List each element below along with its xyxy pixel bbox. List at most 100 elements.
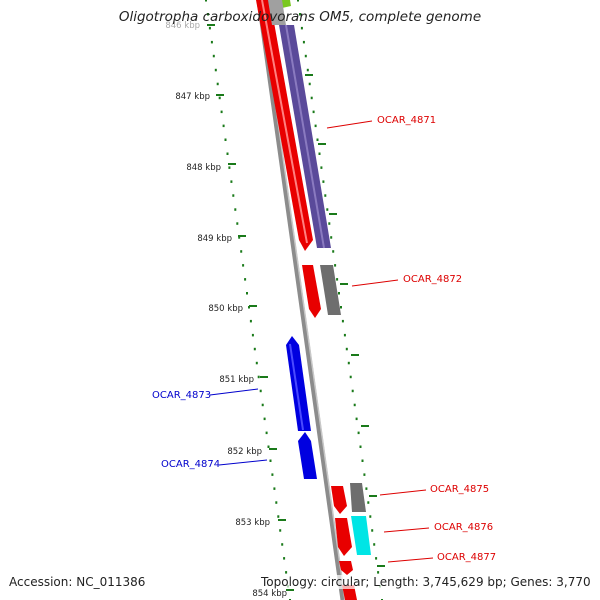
ruler-dot bbox=[281, 543, 284, 546]
ruler-dot bbox=[234, 208, 237, 211]
gene-blue-4874[interactable] bbox=[298, 432, 317, 479]
gene-red-4877[interactable] bbox=[339, 561, 353, 575]
ruler-dot bbox=[228, 166, 231, 169]
ruler-dot bbox=[275, 501, 278, 504]
ruler-label: 849 kbp bbox=[197, 234, 232, 244]
ruler-dot bbox=[340, 306, 342, 309]
ruler-dot bbox=[353, 403, 356, 407]
ruler-dot bbox=[328, 222, 331, 225]
ruler-dot bbox=[343, 333, 346, 337]
callout-line bbox=[209, 388, 259, 396]
ruler-dot bbox=[351, 389, 354, 393]
ruler-dot bbox=[312, 110, 315, 114]
ruler-dot bbox=[338, 292, 340, 295]
callout-line bbox=[326, 120, 373, 129]
ruler-dot bbox=[371, 529, 374, 532]
feature-label-ocar-4873[interactable]: OCAR_4873 bbox=[152, 390, 211, 401]
callout-line bbox=[383, 527, 430, 533]
ruler-dot bbox=[377, 571, 380, 574]
ruler-dot bbox=[367, 501, 370, 504]
accession-text: Accession: NC_011386 bbox=[9, 575, 146, 589]
gene-red-4876[interactable] bbox=[335, 518, 352, 556]
cds-gray-4872[interactable] bbox=[320, 265, 341, 315]
ruler-dot bbox=[347, 361, 350, 365]
ruler-dot bbox=[300, 26, 303, 30]
ruler-dot bbox=[208, 26, 211, 30]
ruler-dot bbox=[306, 68, 309, 72]
feature-label-ocar-4876[interactable]: OCAR_4876 bbox=[434, 522, 493, 533]
ruler-dot bbox=[320, 166, 323, 169]
ruler-dot bbox=[363, 473, 366, 476]
feature-label-ocar-4875[interactable]: OCAR_4875 bbox=[430, 484, 489, 495]
feature-label-ocar-4871[interactable]: OCAR_4871 bbox=[377, 115, 436, 126]
feature-label-ocar-4877[interactable]: OCAR_4877 bbox=[437, 552, 496, 563]
ruler-dot bbox=[248, 306, 250, 309]
ruler-label: 848 kbp bbox=[186, 163, 221, 173]
callout-line bbox=[218, 459, 268, 466]
ruler-dot bbox=[310, 96, 313, 100]
ruler-dot bbox=[265, 431, 268, 435]
cds-cyan-4876[interactable] bbox=[351, 516, 371, 555]
ruler-label: 853 kbp bbox=[235, 518, 270, 528]
gene-red-4872[interactable] bbox=[302, 265, 321, 318]
ruler-dot bbox=[205, 0, 207, 2]
ruler-dot bbox=[263, 417, 266, 421]
ruler-dot bbox=[240, 250, 243, 253]
ruler-dot bbox=[332, 250, 335, 253]
ruler-dot bbox=[257, 375, 260, 379]
ruler-label: 846 kbp bbox=[165, 21, 200, 31]
ruler-dot bbox=[324, 194, 327, 197]
ruler-dot bbox=[297, 0, 299, 2]
feature-label-ocar-4874[interactable]: OCAR_4874 bbox=[161, 459, 220, 470]
ruler-dot bbox=[316, 138, 319, 141]
gene-highlight bbox=[289, 343, 304, 431]
ruler-dot bbox=[216, 82, 219, 86]
ruler-dot bbox=[375, 557, 378, 560]
ruler-dot bbox=[244, 278, 247, 281]
ruler-ticks bbox=[207, 24, 385, 591]
ruler-dot bbox=[269, 459, 272, 462]
ruler-dot bbox=[242, 264, 245, 267]
ruler-dot bbox=[336, 278, 339, 281]
ruler-dot bbox=[277, 515, 280, 518]
ruler-dot bbox=[210, 40, 213, 44]
ruler-dot bbox=[365, 487, 368, 490]
ruler-dot bbox=[369, 515, 372, 518]
ruler-dot bbox=[212, 54, 215, 58]
ruler-dot bbox=[279, 529, 282, 532]
ruler-dot bbox=[236, 222, 239, 225]
ruler-dot bbox=[341, 319, 344, 323]
ruler-dot bbox=[267, 445, 270, 448]
ruler-dot bbox=[251, 333, 254, 337]
ruler-dot bbox=[253, 347, 256, 351]
cds-highlight bbox=[285, 24, 325, 249]
ruler-dot bbox=[302, 40, 305, 44]
ruler-dot bbox=[322, 180, 325, 183]
ruler-dot bbox=[222, 124, 225, 128]
ruler-dot bbox=[308, 82, 311, 86]
ruler-dot bbox=[326, 208, 329, 211]
ruler-label: 850 kbp bbox=[208, 304, 243, 314]
ruler-dot bbox=[218, 96, 221, 100]
genome-backbone bbox=[256, 0, 346, 600]
ruler-dot bbox=[330, 236, 333, 239]
ruler-dot bbox=[283, 557, 286, 560]
topology-text: Topology: circular; Length: 3,745,629 bp… bbox=[261, 575, 591, 589]
feature-label-ocar-4872[interactable]: OCAR_4872 bbox=[403, 274, 462, 285]
cds-purple-top[interactable] bbox=[268, 0, 286, 25]
ruler-dot bbox=[285, 571, 288, 574]
cds-gray-4875[interactable] bbox=[350, 483, 366, 512]
top-green-feature[interactable] bbox=[281, 0, 291, 8]
ruler-label: 847 kbp bbox=[175, 92, 210, 102]
ruler-dot bbox=[230, 180, 233, 183]
ruler-dot bbox=[314, 124, 317, 128]
gene-red-4875[interactable] bbox=[331, 486, 347, 514]
ruler-dot bbox=[361, 459, 364, 462]
ruler-dot bbox=[249, 319, 252, 323]
ruler-dot bbox=[318, 152, 321, 155]
ruler-dot bbox=[273, 487, 276, 490]
ruler-dot bbox=[220, 110, 223, 114]
ruler-dot bbox=[373, 543, 376, 546]
callout-line bbox=[379, 489, 427, 496]
